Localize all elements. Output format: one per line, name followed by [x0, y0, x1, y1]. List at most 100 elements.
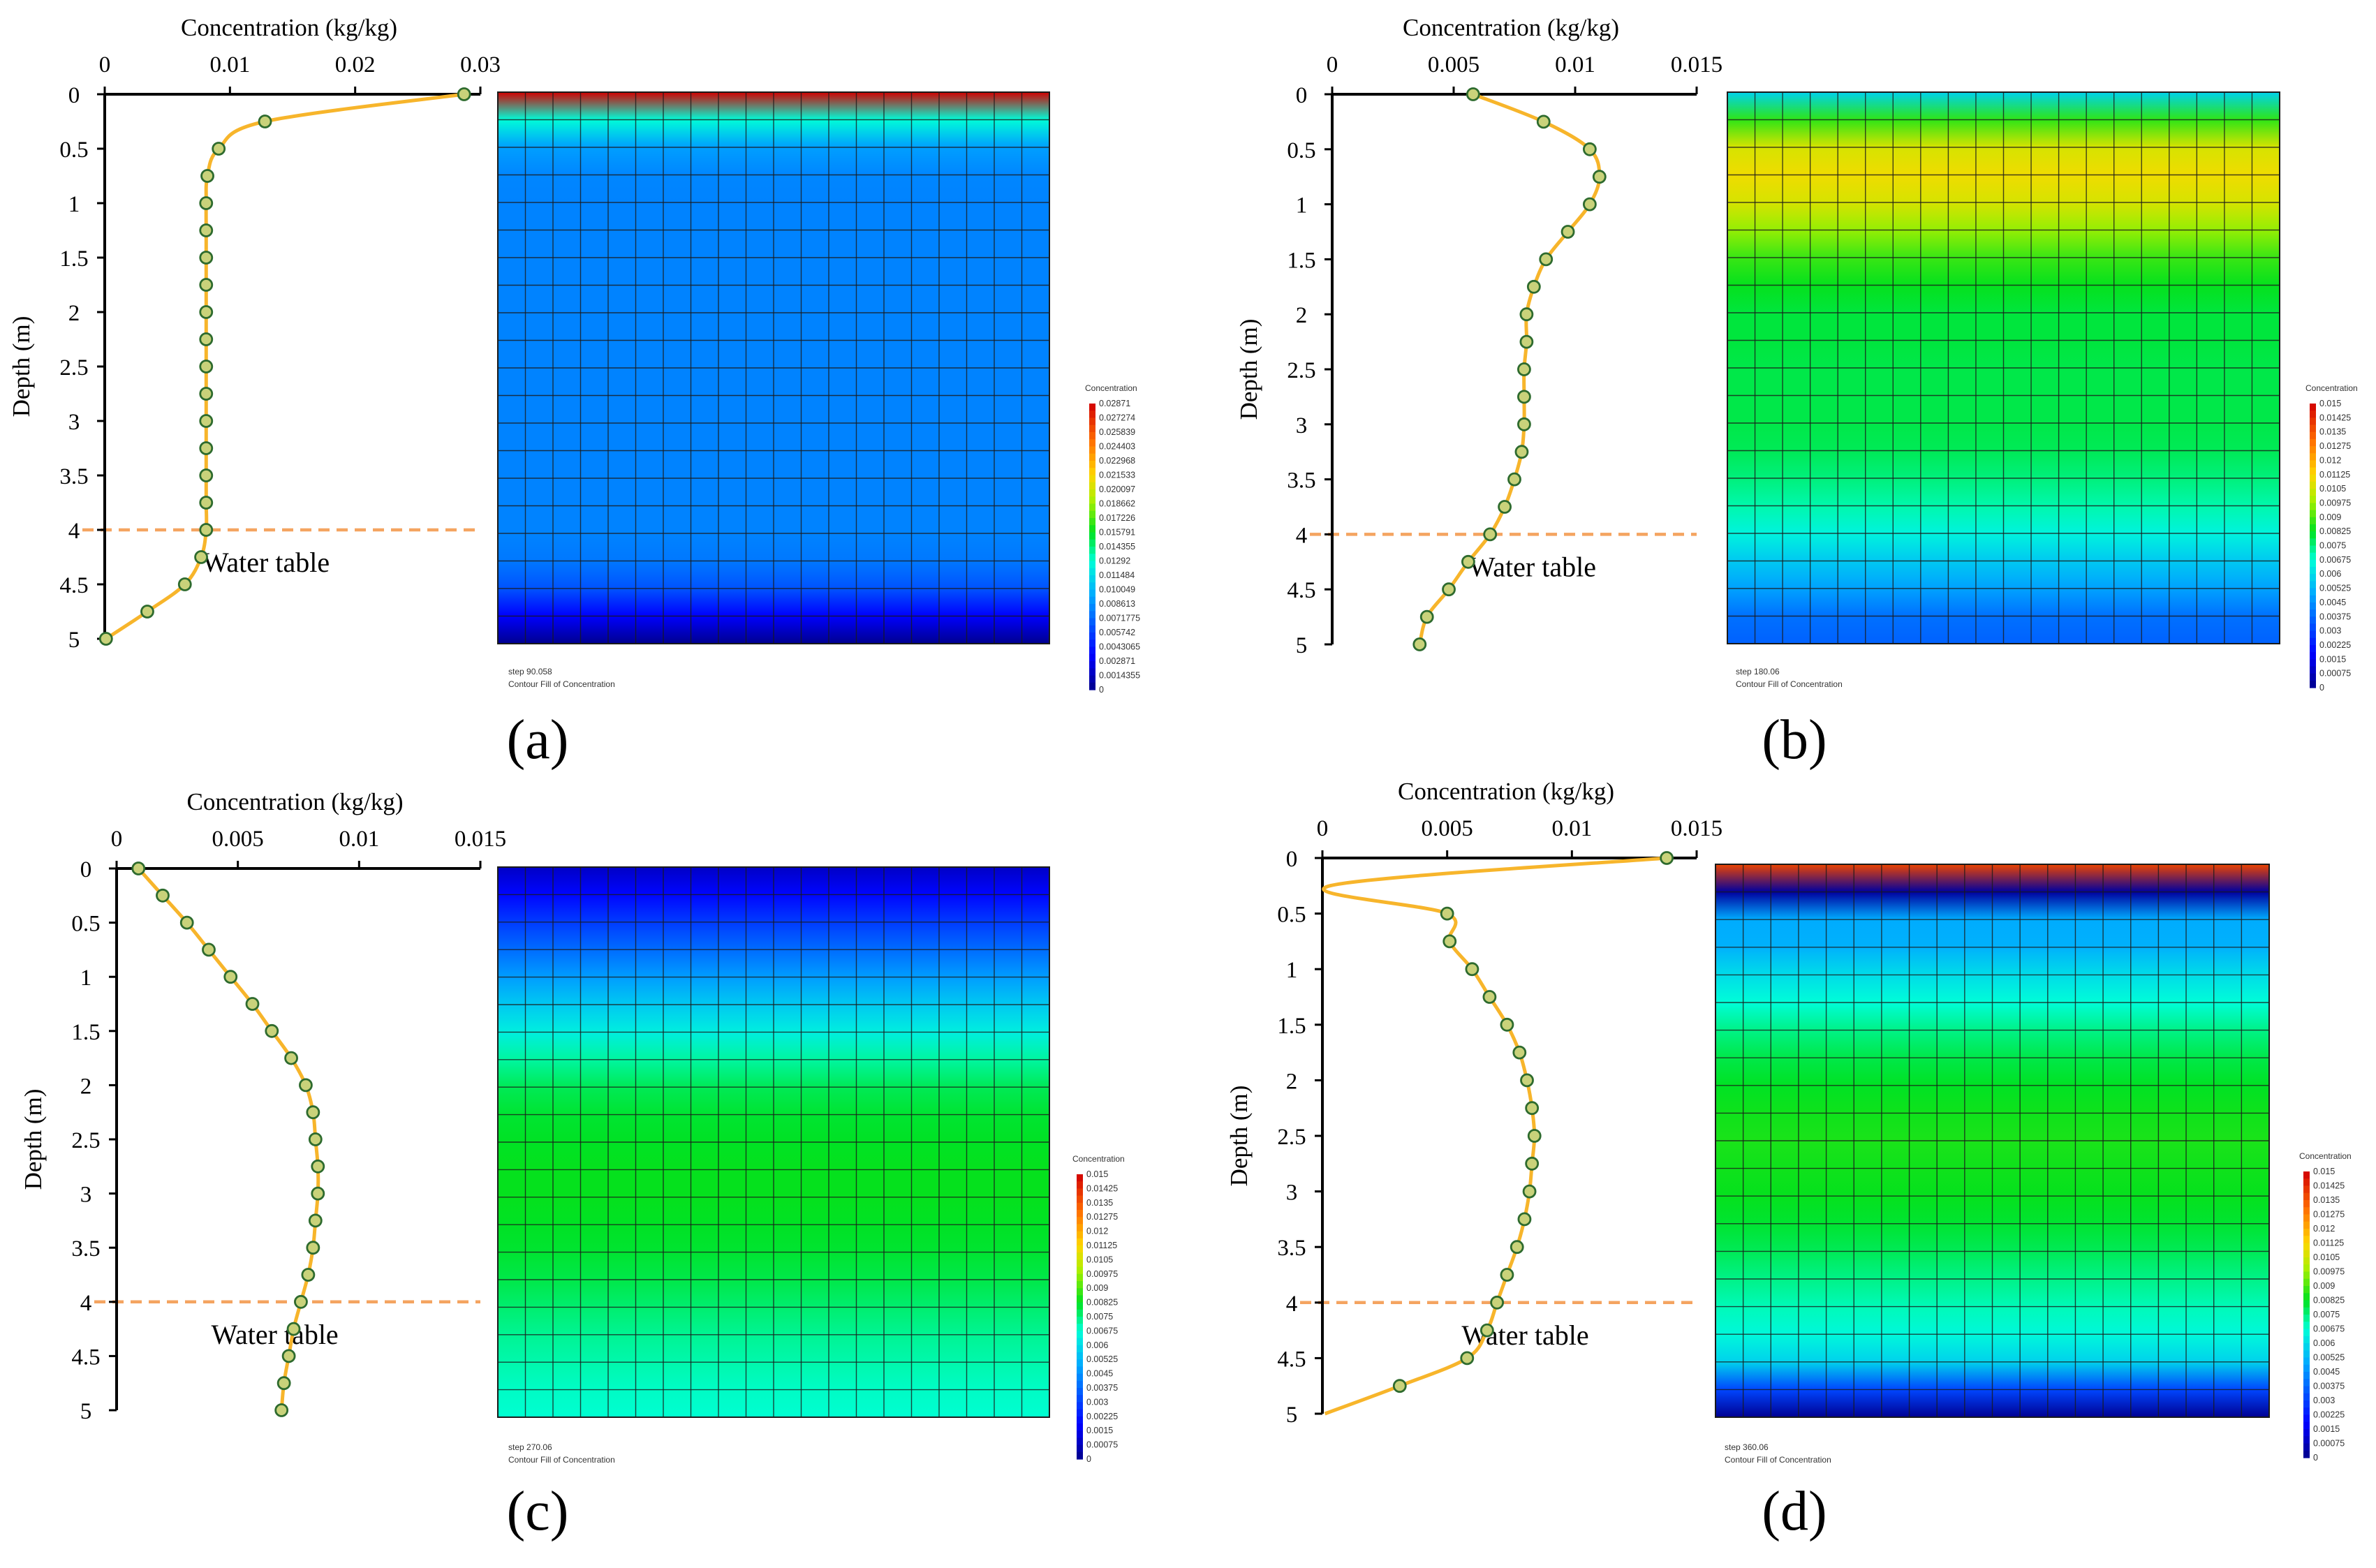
data-point [1525, 1156, 1540, 1171]
data-point [202, 942, 216, 957]
y-tick-label: 1.5 [71, 1020, 100, 1045]
colorbar-label: 0.00225 [2319, 640, 2351, 650]
y-tick-label: 3 [1286, 1181, 1298, 1206]
colorbar-label: 0.012 [2313, 1224, 2335, 1234]
y-tick-label: 0 [1286, 847, 1298, 872]
colorbar-swatch [2310, 411, 2316, 418]
colorbar-swatch [2303, 1178, 2310, 1187]
colorbar-swatch [2310, 524, 2316, 532]
x-tick-label: 0.01 [1555, 52, 1595, 77]
colorbar-swatch [2303, 1322, 2310, 1330]
colorbar-swatch [1077, 1295, 1083, 1303]
colorbar-label: 0.01425 [1086, 1183, 1118, 1193]
data-point [306, 1241, 320, 1255]
colorbar-swatch [2310, 453, 2316, 461]
colorbar-swatch [1089, 489, 1095, 497]
colorbar-label: 0.0045 [2319, 598, 2346, 607]
data-point [311, 1159, 325, 1174]
colorbar-swatch [1077, 1416, 1083, 1424]
colorbar-swatch [1077, 1217, 1083, 1225]
colorbar-c: Concentration 0.015 0.01425 0.0135 0.01275 0.… [1072, 1154, 1125, 1464]
colorbar-label: 0.00825 [2313, 1296, 2345, 1306]
data-point [1560, 225, 1575, 239]
colorbar-b: Concentration 0.015 0.01425 0.0135 0.01275 0.… [2305, 383, 2358, 693]
y-tick-label: 2.5 [1287, 358, 1315, 383]
colorbar-swatch [2310, 680, 2316, 688]
colorbar-label: 0.015 [2313, 1167, 2335, 1176]
x-tick-label: 0.015 [1671, 816, 1722, 841]
data-point [1517, 417, 1531, 431]
colorbar-swatch [2310, 438, 2316, 447]
colorbar-swatch [2303, 1400, 2310, 1408]
colorbar-swatch [2303, 1429, 2310, 1437]
panel-d: step 360.06 Contour Fill of Concentration… [1225, 778, 2352, 1465]
data-point [1480, 1323, 1494, 1338]
data-point [265, 1023, 279, 1038]
colorbar-swatch [1077, 1444, 1083, 1453]
colorbar-swatch [1089, 554, 1095, 562]
colorbar-swatch [2303, 1393, 2310, 1401]
colorbar-swatch [2303, 1386, 2310, 1394]
colorbar-label: 0.00525 [2319, 584, 2351, 593]
colorbar-swatch [2310, 446, 2316, 454]
colorbar-swatch [1089, 639, 1095, 648]
colorbar-swatch [2310, 644, 2316, 653]
y-axis-title-b: Depth (m) [1235, 319, 1262, 420]
colorbar-swatch [1077, 1231, 1083, 1239]
data-point [156, 888, 170, 903]
colorbar-label: 0 [1099, 685, 1104, 695]
colorbar-swatch [1089, 675, 1095, 683]
colorbar-swatch [1077, 1423, 1083, 1431]
data-point [1412, 637, 1427, 651]
data-point [177, 577, 192, 591]
colorbar-swatch [1089, 646, 1095, 655]
colorbar-label: 0.01275 [1086, 1212, 1118, 1222]
colorbar-swatch [1077, 1309, 1083, 1317]
colorbar-label: 0.0135 [2319, 427, 2346, 437]
data-point [245, 997, 260, 1011]
data-point [1440, 906, 1454, 921]
data-point [284, 1051, 298, 1065]
panel-label-d: (d) [1762, 1481, 1827, 1542]
colorbar-swatch [1077, 1174, 1083, 1182]
data-point [1517, 362, 1531, 376]
colorbar-swatch [2303, 1300, 2310, 1308]
colorbar-swatch [2303, 1364, 2310, 1373]
colorbar-label: 0.00375 [1086, 1383, 1118, 1393]
colorbar-swatch [2303, 1250, 2310, 1258]
data-point [1592, 170, 1607, 184]
x-tick-label: 0.01 [209, 52, 250, 77]
y-tick-label: 0.5 [1287, 138, 1315, 163]
colorbar-label: 0.0015 [1086, 1426, 1113, 1435]
colorbar-swatch [2303, 1450, 2310, 1458]
colorbar-label: 0.010049 [1099, 585, 1135, 595]
profile-line-a [105, 92, 465, 641]
data-point [212, 142, 226, 156]
colorbar-label: 0.015791 [1099, 528, 1135, 538]
colorbar-swatch [2303, 1372, 2310, 1380]
colorbar-swatch [1077, 1302, 1083, 1310]
colorbar-label: 0.006 [2313, 1338, 2335, 1348]
colorbar-swatch [2310, 581, 2316, 589]
data-point [1498, 500, 1512, 514]
colorbar-label: 0.0075 [1086, 1312, 1113, 1322]
colorbar-label: 0.015 [2319, 399, 2341, 408]
colorbar-label: 0.008613 [1099, 599, 1135, 609]
colorbar-swatch [2303, 1414, 2310, 1423]
colorbar-swatch [1077, 1245, 1083, 1253]
data-point [1660, 851, 1674, 865]
colorbar-swatch [2303, 1243, 2310, 1251]
y-tick-label: 2.5 [1277, 1125, 1306, 1150]
colorbar-swatch [1089, 411, 1095, 419]
colorbar-swatch [1077, 1238, 1083, 1246]
x-tick-label: 0.02 [335, 52, 376, 77]
colorbar-swatch [1089, 510, 1095, 519]
y-tick-label: 4.5 [1277, 1347, 1306, 1372]
colorbar-label: 0.009 [2319, 512, 2341, 522]
data-point [200, 169, 214, 183]
data-point [301, 1268, 316, 1282]
data-point [308, 1132, 323, 1146]
colorbar-title-c: Concentration [1072, 1154, 1125, 1164]
data-point [1520, 1073, 1534, 1088]
colorbar-swatch [1077, 1210, 1083, 1218]
